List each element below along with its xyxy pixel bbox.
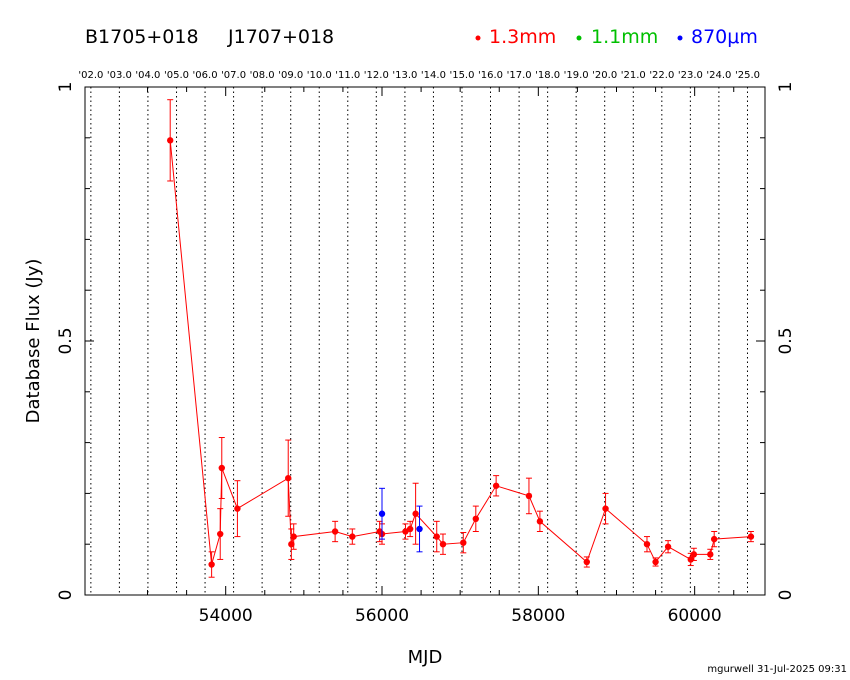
year-label-04-0: '04.0: [135, 70, 160, 81]
data-point: [710, 535, 718, 543]
y-tick-label-left: 0: [56, 590, 76, 601]
footer-credit: mgurwell 31-Jul-2025 09:31: [707, 664, 847, 675]
legend: 1.3mm 1.1mm 870μm: [475, 26, 758, 48]
data-point: [652, 558, 659, 566]
year-label-15-0: '15.0: [449, 70, 474, 81]
year-label-06-0: '06.0: [193, 70, 218, 81]
legend-label-1-3mm: 1.3mm: [489, 26, 556, 48]
year-label-12-0: '12.0: [364, 70, 389, 81]
data-point: [707, 551, 714, 558]
x-tick-label: 60000: [668, 606, 722, 626]
year-label-20-0: '20.0: [592, 70, 617, 81]
year-label-08-0: '08.0: [250, 70, 275, 81]
y-tick-label-right: 1: [776, 82, 796, 93]
year-label-02-0: '02.0: [78, 70, 103, 81]
data-point: [218, 464, 225, 472]
year-labels: '02.0 '03.0'04.0 '05.0 '06.0'07.0 '08.0'09.0…: [78, 70, 760, 81]
data-point: [664, 543, 672, 550]
data-point: [290, 533, 297, 540]
y-tick-label-left: 1: [56, 82, 76, 93]
data-series: [166, 99, 755, 578]
x-tick-label: 56000: [355, 606, 409, 626]
x-axis-title: MJD: [408, 647, 443, 668]
year-label-07-0: '07.0: [221, 70, 246, 81]
source-name-b1950: B1705+018: [85, 26, 199, 48]
data-point: [492, 482, 500, 489]
data-point: [602, 505, 609, 512]
data-point: [416, 525, 423, 533]
legend-marker-1-1mm: [576, 35, 582, 41]
year-label-19-0: '19.0: [564, 70, 589, 81]
year-label-16-0: '16.0: [478, 70, 503, 81]
data-point: [536, 518, 544, 525]
year-label-22-0: '22.0: [649, 70, 674, 81]
legend-marker-1-3mm: [475, 35, 481, 41]
data-point: [234, 505, 241, 512]
data-point: [217, 530, 224, 538]
axis-tick-labels: 54000 56000 58000 60000 0 0 0.5 0.5 1 1: [56, 82, 796, 626]
year-label-13-0: '13.0: [392, 70, 417, 81]
legend-label-870um: 870μm: [691, 26, 758, 48]
data-point: [439, 541, 447, 548]
year-label-03-0: '03.0: [107, 70, 132, 81]
legend-label-1-1mm: 1.1mm: [591, 26, 658, 48]
year-label-11-0: '11.0: [335, 70, 360, 81]
data-point: [747, 533, 755, 540]
y-tick-label-right: 0: [776, 590, 796, 601]
data-point: [331, 528, 339, 535]
year-label-21-0: '21.0: [621, 70, 646, 81]
x-tick-label: 54000: [199, 606, 253, 626]
data-point: [525, 492, 533, 500]
data-point: [583, 558, 590, 566]
data-point: [643, 541, 651, 548]
data-point: [402, 528, 409, 535]
data-point: [460, 539, 467, 546]
series-870-m: [378, 487, 423, 553]
y-axis-title: Database Flux (Jy): [23, 259, 44, 424]
year-label-09-0: '09.0: [278, 70, 303, 81]
legend-marker-870um: [677, 35, 683, 41]
year-label-24-0: '24.0: [706, 70, 731, 81]
x-tick-label: 58000: [511, 606, 565, 626]
y-tick-label-right: 0.5: [776, 327, 796, 354]
data-point: [406, 525, 414, 533]
plot-frame: [84, 86, 766, 596]
data-point: [208, 561, 215, 568]
series-1-3mm: [166, 99, 755, 578]
data-point: [288, 541, 295, 548]
data-point: [166, 137, 174, 144]
data-point: [285, 474, 292, 482]
year-label-23-0: '23.0: [678, 70, 703, 81]
data-point: [690, 551, 698, 558]
data-point: [472, 515, 480, 522]
year-label-18-0: '18.0: [535, 70, 560, 81]
year-label-10-0: '10.0: [307, 70, 332, 81]
data-point: [412, 510, 419, 517]
source-name-j2000: J1707+018: [227, 26, 334, 48]
year-label-14-0: '14.0: [421, 70, 446, 81]
year-label-05-0: '05.0: [164, 70, 189, 81]
year-label-25-0: '25.0: [735, 70, 760, 81]
y-tick-label-left: 0.5: [56, 327, 76, 354]
data-point: [433, 533, 440, 540]
data-point: [349, 533, 356, 540]
data-point: [687, 556, 694, 563]
data-point: [378, 510, 386, 517]
year-label-17-0: '17.0: [507, 70, 532, 81]
axis-ticks: [85, 86, 765, 596]
